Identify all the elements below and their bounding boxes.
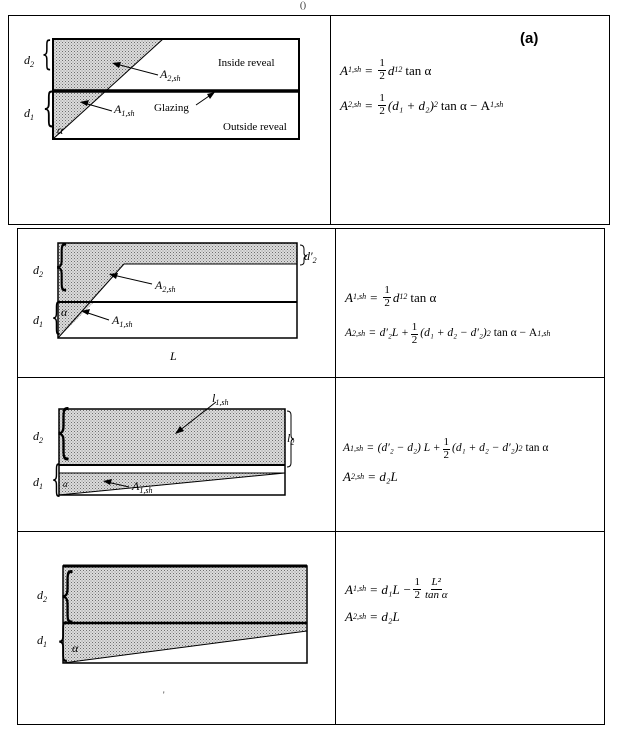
row2-label-d1: d1: [33, 314, 43, 329]
row1-brace-d2: {: [41, 37, 52, 71]
row4-label-alpha: α: [72, 642, 78, 654]
row4-label-d2: d2: [37, 589, 47, 604]
row3-brace-d2: {: [55, 402, 72, 460]
row4-equation-cell: [335, 531, 605, 725]
row4-label-d1: d1: [37, 634, 47, 649]
row1-label-a2: A2,sh: [160, 68, 180, 83]
row1-label-d1: d1: [24, 107, 34, 122]
row1-equation-cell: [330, 15, 610, 225]
row2-label-alpha: α: [61, 306, 67, 318]
row2-label-d2: d2: [33, 264, 43, 279]
row4-brace-d1: {: [57, 619, 70, 663]
row2-label-d2p: d′2: [304, 250, 317, 265]
row1-label-glazing: Glazing: [154, 103, 189, 114]
row2-label-a2: A2,sh: [155, 279, 175, 294]
row3-eq2: A 2,sh = d₂L: [343, 470, 398, 483]
row1-label-inside: Inside reveal: [218, 58, 275, 69]
row1-label-a1: A1,sh: [114, 103, 134, 118]
top-mark: (): [300, 0, 306, 10]
row1-label-alpha: α: [57, 124, 63, 136]
row4-bottom-tick: ': [163, 690, 165, 700]
row3-shade-top: [59, 409, 285, 465]
row3-brace-d1: {: [51, 462, 61, 498]
row4-shade-top: [63, 566, 307, 623]
row4-eq2: A 2,sh = d₂L: [345, 610, 400, 623]
row2-label-a1: A1,sh: [112, 314, 132, 329]
row1-label-d2: d2: [24, 54, 34, 69]
row1-brace-d1: {: [42, 88, 55, 128]
row3-label-top: l1,sh: [212, 392, 228, 407]
row3-label-a1: A1,sh: [132, 480, 152, 495]
row2-brace-d2: {: [54, 240, 69, 292]
row2-shade: [58, 243, 297, 338]
row3-label-d1: d1: [33, 476, 43, 491]
panel-label-a: (a): [520, 30, 538, 47]
row1-label-outside: Outside reveal: [223, 122, 287, 133]
row4-shade-bottom: [63, 623, 307, 663]
row3-label-d2: d2: [33, 430, 43, 445]
row2-label-L: L: [170, 350, 177, 362]
row3-label-alpha: α: [63, 480, 68, 489]
row1-diagram: [8, 15, 331, 225]
row3-label-side: l2: [287, 432, 294, 447]
